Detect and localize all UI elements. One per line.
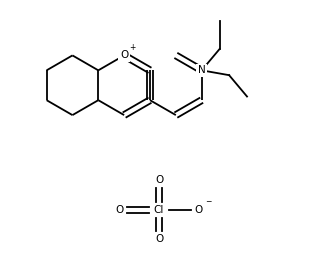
Text: O: O [115, 204, 123, 215]
Text: O: O [155, 234, 163, 244]
Text: Cl: Cl [154, 204, 164, 215]
Text: O: O [195, 204, 203, 215]
Text: +: + [129, 43, 135, 52]
Text: N: N [198, 65, 205, 75]
Text: O: O [120, 50, 128, 60]
Text: −: − [205, 197, 212, 206]
Text: O: O [155, 175, 163, 185]
